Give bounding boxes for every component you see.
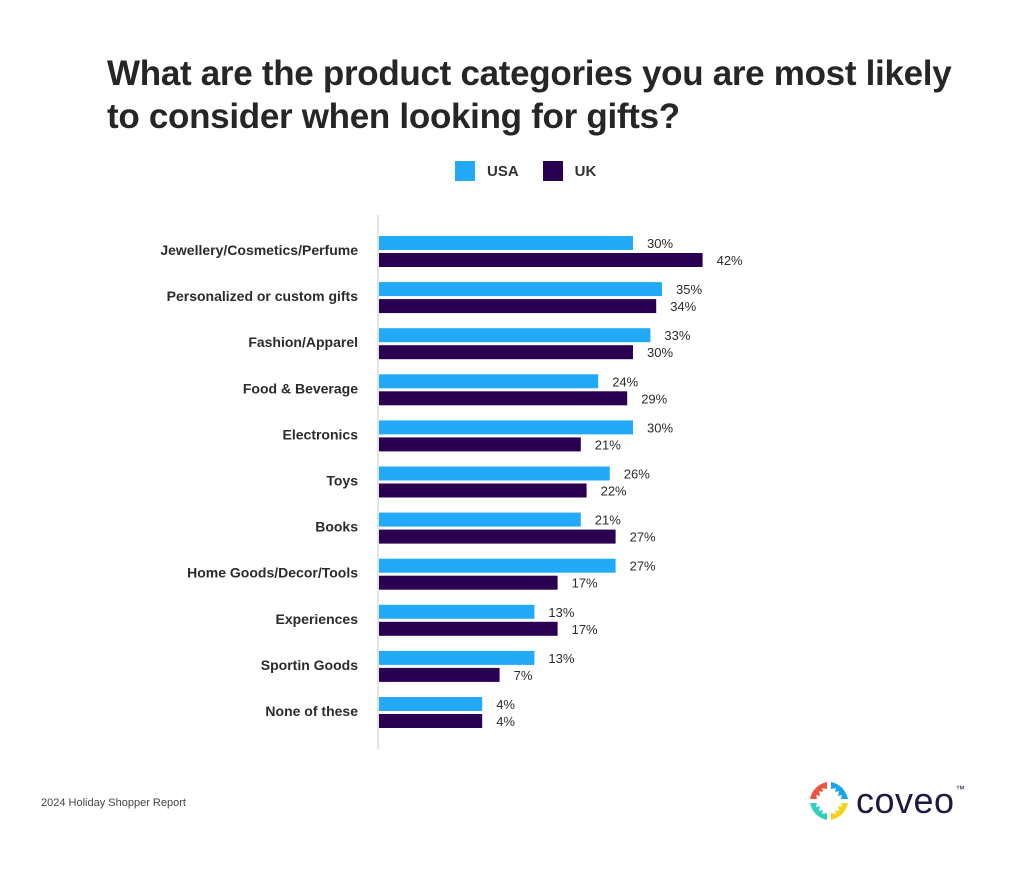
legend-item-usa: USA <box>455 161 519 181</box>
legend-swatch-uk <box>542 161 563 181</box>
bar-uk <box>379 437 581 452</box>
bar-usa <box>379 604 535 619</box>
category-label: None of these <box>265 703 358 719</box>
legend: USA UK <box>455 161 620 181</box>
category-label: Jewellery/Cosmetics/Perfume <box>160 242 358 258</box>
value-label-usa: 30% <box>647 236 673 251</box>
category-label: Home Goods/Decor/Tools <box>187 565 358 581</box>
value-label-uk: 42% <box>717 253 743 268</box>
bar-usa <box>379 558 616 573</box>
bar-uk <box>379 391 628 406</box>
bar-usa <box>379 236 633 250</box>
value-label-usa: 4% <box>496 697 515 712</box>
legend-label-usa: USA <box>487 162 519 180</box>
legend-label-uk: UK <box>574 162 597 180</box>
value-label-usa: 30% <box>647 420 673 435</box>
bar-uk <box>379 621 558 636</box>
bar-usa <box>379 512 581 527</box>
value-label-usa: 13% <box>548 605 574 620</box>
bar-uk <box>379 714 483 728</box>
value-label-usa: 35% <box>676 282 702 297</box>
value-label-usa: 13% <box>548 651 574 666</box>
category-label: Food & Beverage <box>243 380 358 396</box>
bar-uk <box>379 575 558 590</box>
bar-usa <box>379 282 662 297</box>
chart-title: What are the product categories you are … <box>107 54 952 136</box>
value-label-usa: 24% <box>612 374 638 389</box>
value-label-uk: 17% <box>572 622 598 637</box>
value-label-usa: 21% <box>595 513 621 528</box>
bar-usa <box>379 466 610 481</box>
value-label-usa: 27% <box>630 559 656 574</box>
legend-item-uk: UK <box>542 161 597 181</box>
source-footer: 2024 Holiday Shopper Report <box>41 797 186 809</box>
bar-usa <box>379 420 633 435</box>
brand-name: coveo <box>856 780 955 821</box>
bar-uk <box>379 345 633 360</box>
bar-usa <box>379 650 535 665</box>
legend-swatch-usa <box>455 161 475 181</box>
coveo-hands-icon <box>810 782 848 820</box>
value-label-uk: 21% <box>595 437 621 452</box>
category-label: Personalized or custom gifts <box>167 288 359 304</box>
category-label: Experiences <box>276 611 359 627</box>
value-label-uk: 27% <box>630 530 656 545</box>
category-label: Fashion/Apparel <box>248 334 358 350</box>
bar-usa <box>379 374 599 389</box>
bar-usa <box>379 328 651 343</box>
value-label-usa: 26% <box>624 467 650 482</box>
bar-uk <box>379 299 657 314</box>
value-label-uk: 34% <box>670 299 696 314</box>
bar-uk <box>379 667 500 682</box>
value-label-uk: 22% <box>601 484 627 499</box>
value-label-uk: 4% <box>496 714 515 729</box>
value-label-uk: 30% <box>647 345 673 360</box>
value-label-uk: 17% <box>572 576 598 591</box>
coveo-logo: coveo ™ <box>808 780 965 822</box>
category-label: Electronics <box>283 426 359 442</box>
value-label-usa: 33% <box>664 328 690 343</box>
category-label: Toys <box>326 473 358 489</box>
bar-uk <box>379 483 587 498</box>
bar-uk <box>379 529 616 544</box>
category-label: Books <box>315 519 358 535</box>
value-label-uk: 7% <box>514 668 533 683</box>
value-label-uk: 29% <box>641 391 667 406</box>
trademark: ™ <box>955 784 965 794</box>
category-label: Sportin Goods <box>261 657 358 673</box>
bar-uk <box>379 253 703 267</box>
bar-usa <box>379 697 483 711</box>
